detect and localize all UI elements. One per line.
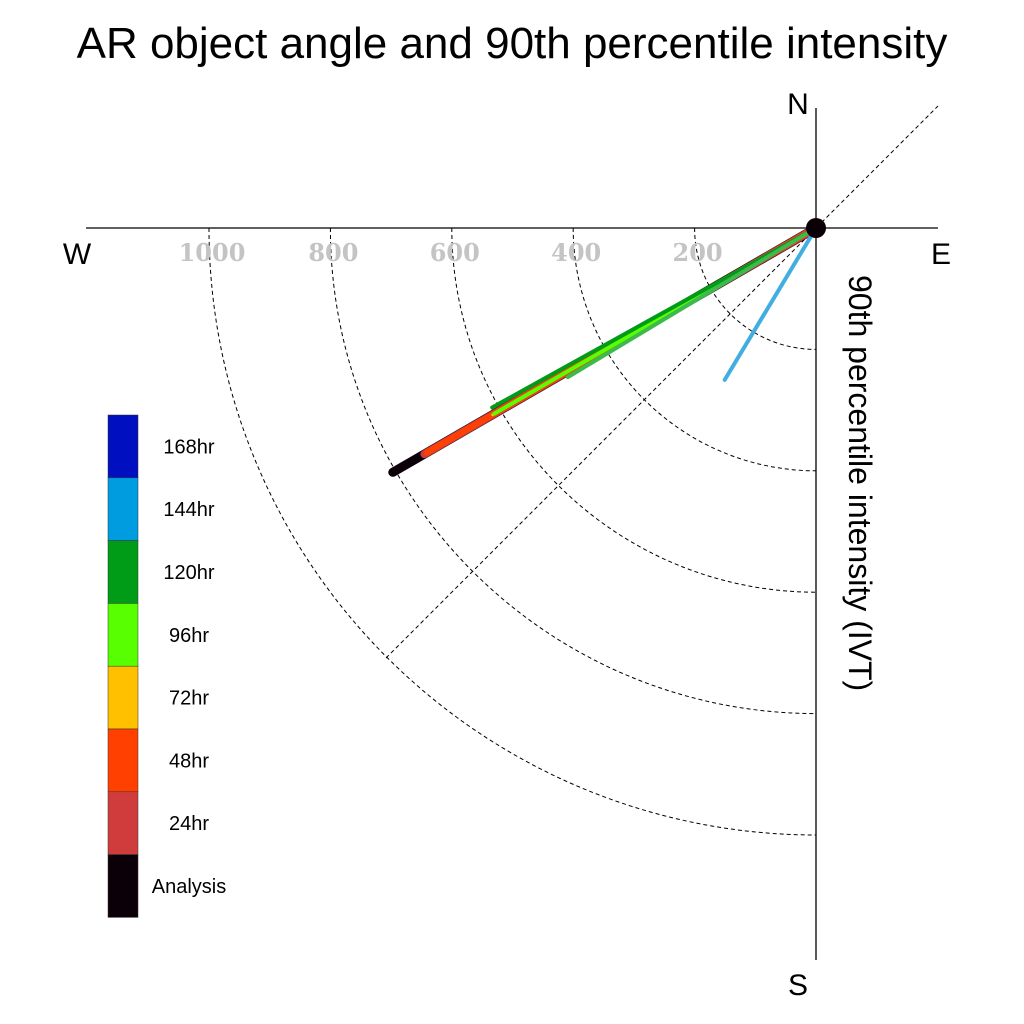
tick-label-1000: 1000 <box>179 238 246 267</box>
ring-1000 <box>208 227 817 836</box>
legend-label-144hr: 144hr <box>163 499 214 521</box>
legend-label-72hr: 72hr <box>169 688 209 710</box>
y-axis-label: 90th percentile intensity (IVT) <box>842 275 878 691</box>
legend-label-analysis: Analysis <box>152 876 226 898</box>
compass-south: S <box>788 969 808 1002</box>
legend: 168hr 144hr 120hr 96hr 72hr 48hr 24hr Analysis <box>107 414 226 918</box>
legend-swatch-analysis <box>107 854 139 918</box>
series-lines <box>388 223 821 477</box>
tick-label-400: 400 <box>551 238 601 267</box>
legend-label-168hr: 168hr <box>163 436 214 458</box>
ring-800 <box>329 227 817 715</box>
legend-swatch-72hr <box>107 665 139 730</box>
origin-marker <box>806 218 826 238</box>
radial-rings <box>208 227 817 836</box>
series-line-120hr-5 <box>490 226 818 410</box>
tick-label-200: 200 <box>673 238 723 267</box>
legend-swatch-120hr <box>107 540 139 604</box>
series-line-120hr-6 <box>565 226 818 380</box>
legend-label-48hr: 48hr <box>169 750 209 772</box>
compass-east: E <box>931 238 951 271</box>
radial-tick-labels: 200 400 600 800 1000 <box>179 238 723 267</box>
compass-west: W <box>63 238 92 271</box>
ring-600 <box>451 227 817 593</box>
legend-swatch-144hr <box>107 477 139 541</box>
legend-label-24hr: 24hr <box>169 813 209 835</box>
grid <box>86 105 939 960</box>
legend-swatch-24hr <box>107 791 139 855</box>
legend-label-96hr: 96hr <box>169 625 209 647</box>
tick-label-800: 800 <box>308 238 358 267</box>
chart-title: AR object angle and 90th percentile inte… <box>77 19 948 68</box>
legend-swatch-96hr <box>107 603 139 667</box>
series-line-144hr-7 <box>722 226 818 382</box>
tick-label-600: 600 <box>430 238 480 267</box>
ring-400 <box>572 227 817 472</box>
legend-swatch-48hr <box>107 728 139 793</box>
compass-north: N <box>787 88 809 121</box>
legend-swatch-168hr <box>107 414 139 479</box>
legend-label-120hr: 120hr <box>163 562 214 584</box>
ring-200 <box>694 227 817 350</box>
